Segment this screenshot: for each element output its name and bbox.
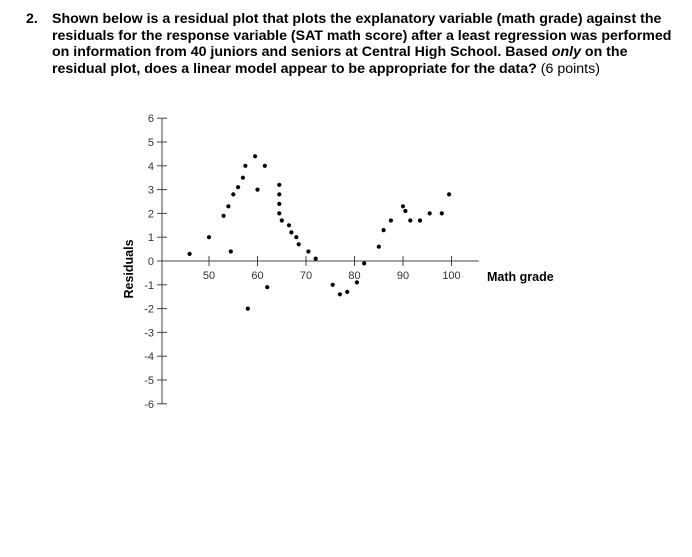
y-axis-title: Residuals (122, 239, 136, 298)
question-body: Shown below is a residual plot that plot… (52, 11, 676, 77)
data-point (306, 249, 311, 254)
data-point (262, 163, 267, 168)
data-point (289, 230, 294, 235)
y-tick-label: -3 (144, 327, 154, 339)
data-point (337, 292, 342, 297)
data-point (286, 223, 292, 228)
data-point (313, 256, 318, 261)
data-point (408, 218, 413, 223)
data-point (226, 204, 231, 209)
data-point (240, 175, 245, 180)
data-point (354, 280, 359, 285)
data-point (381, 228, 386, 233)
y-tick-label: 6 (148, 113, 154, 125)
data-point (245, 306, 250, 311)
data-point (345, 289, 350, 294)
data-point (253, 154, 258, 159)
y-tick-label: -4 (144, 351, 154, 363)
data-point (206, 235, 212, 240)
data-point (231, 192, 236, 197)
y-tick-label: -1 (144, 280, 154, 292)
x-tick-label: 100 (442, 270, 460, 282)
data-point (447, 192, 452, 197)
data-point (221, 213, 226, 218)
question-points: (6 points) (540, 60, 600, 77)
data-point (417, 218, 423, 223)
x-tick-label: 70 (300, 270, 312, 282)
x-tick-label: 50 (203, 270, 215, 282)
data-point (296, 242, 301, 247)
data-point (236, 185, 241, 190)
data-point (400, 204, 406, 209)
plot-tick-labels: 6 5 4 3 2 1 0 -1 -2 -3 -4 -5 -6 50 60 70 80 90 100 (144, 113, 460, 411)
plot-axes (161, 118, 479, 404)
data-point (277, 211, 282, 216)
x-tick-label: 60 (251, 270, 263, 282)
data-point (362, 261, 367, 266)
data-point (255, 187, 260, 192)
question-text: 2. Shown below is a residual plot that p… (26, 11, 676, 77)
plot-points (187, 154, 452, 311)
y-tick-label: -2 (144, 304, 154, 316)
data-point (279, 218, 284, 223)
data-point (294, 235, 299, 240)
data-point (427, 211, 432, 216)
data-point (277, 192, 282, 197)
y-tick-label: 3 (148, 185, 154, 197)
data-point (243, 163, 248, 168)
x-tick-label: 90 (397, 270, 409, 282)
data-point (265, 285, 270, 290)
y-tick-label: 5 (148, 137, 154, 149)
data-point (228, 249, 233, 254)
data-point (277, 201, 282, 206)
question-text-before: Shown below is a residual plot that plot… (52, 11, 672, 61)
question-text-after: on the residual plot, does a linear mode… (52, 44, 628, 77)
data-point (403, 208, 408, 214)
x-tick-label: 80 (348, 270, 360, 282)
question-emphasis: only (551, 44, 581, 61)
plot-ticks (157, 117, 452, 405)
data-point (376, 244, 381, 249)
y-tick-label: -6 (144, 399, 154, 411)
y-tick-label: 1 (148, 232, 154, 244)
y-tick-label: -5 (144, 375, 154, 387)
data-point (187, 251, 192, 256)
data-point (388, 218, 393, 223)
data-point (330, 282, 335, 287)
y-tick-label: 2 (148, 208, 154, 220)
x-axis-title: Math grade (487, 270, 554, 284)
data-point (439, 211, 444, 216)
data-point (277, 182, 282, 187)
y-tick-label: 4 (148, 161, 154, 173)
y-tick-label: 0 (148, 256, 154, 268)
question-number: 2. (26, 11, 38, 27)
